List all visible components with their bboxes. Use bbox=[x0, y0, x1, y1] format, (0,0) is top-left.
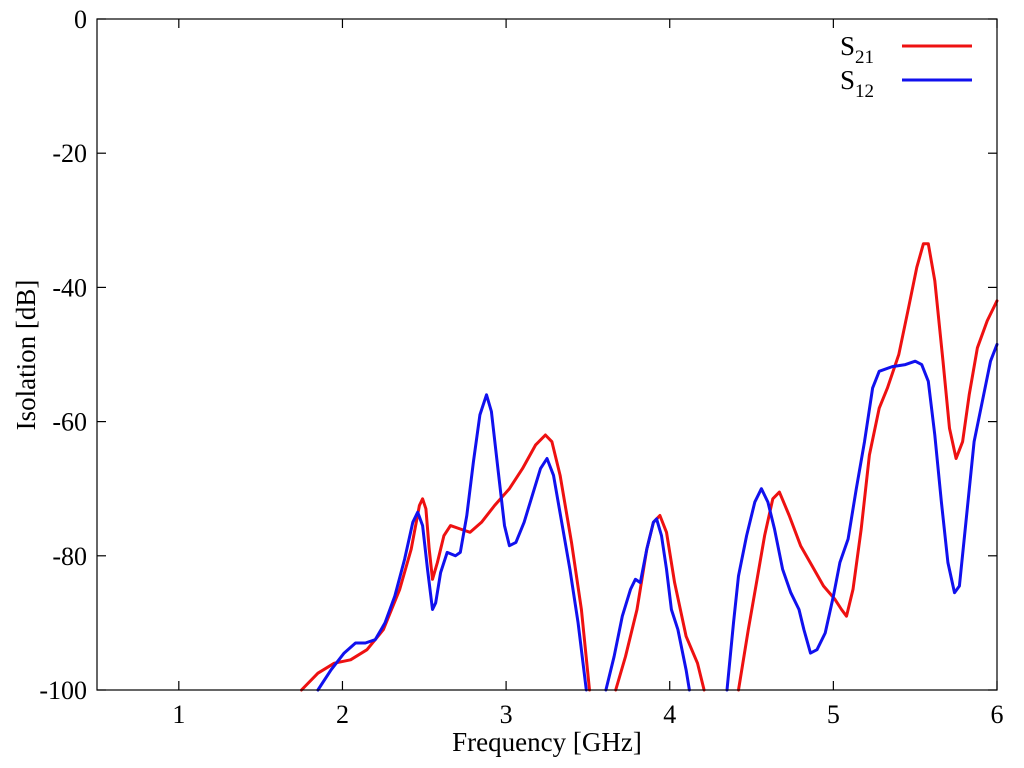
tick-layer: 1 2 3 4 5 6 0 -20 -40 -60 -80 -100 bbox=[39, 5, 1003, 729]
legend-label-s21: S21 bbox=[840, 31, 874, 68]
y-tick-label: -60 bbox=[52, 408, 87, 437]
series-line-s21-segment-2 bbox=[614, 514, 706, 692]
series-line-s12-segment-2 bbox=[604, 517, 691, 692]
x-axis-label: Frequency [GHz] bbox=[452, 727, 642, 757]
series-line-s21-segment-3 bbox=[737, 242, 999, 692]
y-tick-label: 0 bbox=[74, 5, 87, 34]
legend-label-s12: S12 bbox=[840, 65, 874, 102]
x-tick-label: 6 bbox=[991, 700, 1004, 729]
y-tick-label: -20 bbox=[52, 139, 87, 168]
x-tick-label: 5 bbox=[827, 700, 840, 729]
series-line-s12-segment-1 bbox=[316, 393, 588, 692]
y-axis-label: Isolation [dB] bbox=[11, 280, 41, 431]
series-line-s12-segment-3 bbox=[725, 342, 999, 692]
y-tick-label: -80 bbox=[52, 542, 87, 571]
x-tick-label: 2 bbox=[336, 700, 349, 729]
x-tick-label: 3 bbox=[500, 700, 513, 729]
x-tick-label: 4 bbox=[663, 700, 676, 729]
series-layer bbox=[300, 242, 999, 692]
y-tick-label: -100 bbox=[39, 676, 87, 705]
y-tick-label: -40 bbox=[52, 273, 87, 302]
plot-frame bbox=[96, 18, 998, 691]
x-tick-label: 1 bbox=[172, 700, 185, 729]
